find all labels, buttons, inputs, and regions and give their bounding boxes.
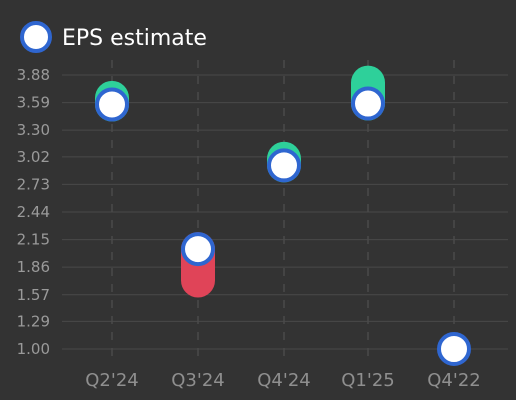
y-tick-label: 2.44: [17, 203, 50, 221]
x-axis-ticks: Q2'24 Q3'24 Q4'24 Q1'25 Q4'22: [85, 370, 480, 391]
eps-estimate-marker: [437, 332, 471, 366]
legend-label: EPS estimate: [62, 26, 207, 51]
y-tick-label: 3.02: [17, 148, 50, 166]
y-tick-label: 1.00: [17, 340, 50, 358]
eps-estimate-marker: [95, 87, 129, 122]
y-tick-label: 3.59: [17, 94, 50, 112]
eps-estimate-marker: [351, 86, 385, 121]
y-tick-label: 3.30: [17, 121, 50, 139]
eps-estimate-marker: [267, 148, 301, 183]
x-tick-label: Q4'22: [427, 370, 480, 391]
y-tick-label: 3.88: [17, 66, 50, 84]
x-tick-label: Q3'24: [171, 370, 224, 391]
y-tick-label: 1.57: [17, 286, 50, 304]
y-tick-label: 2.73: [17, 175, 50, 193]
x-tick-label: Q1'25: [341, 370, 394, 391]
x-tick-label: Q2'24: [85, 370, 138, 391]
x-tick-label: Q4'24: [257, 370, 310, 391]
y-tick-label: 1.86: [17, 258, 50, 276]
y-axis-ticks: 3.88 3.59 3.30 3.02 2.73 2.44 2.15 1.86 1.57 1.29…: [17, 66, 50, 358]
y-tick-label: 2.15: [17, 231, 50, 249]
eps-estimate-marker: [181, 232, 215, 267]
estimate-markers: [95, 86, 471, 366]
surprise-bars: [95, 65, 385, 298]
legend: EPS estimate: [20, 21, 207, 53]
legend-marker-icon: [20, 21, 52, 53]
y-tick-label: 1.29: [17, 312, 50, 330]
